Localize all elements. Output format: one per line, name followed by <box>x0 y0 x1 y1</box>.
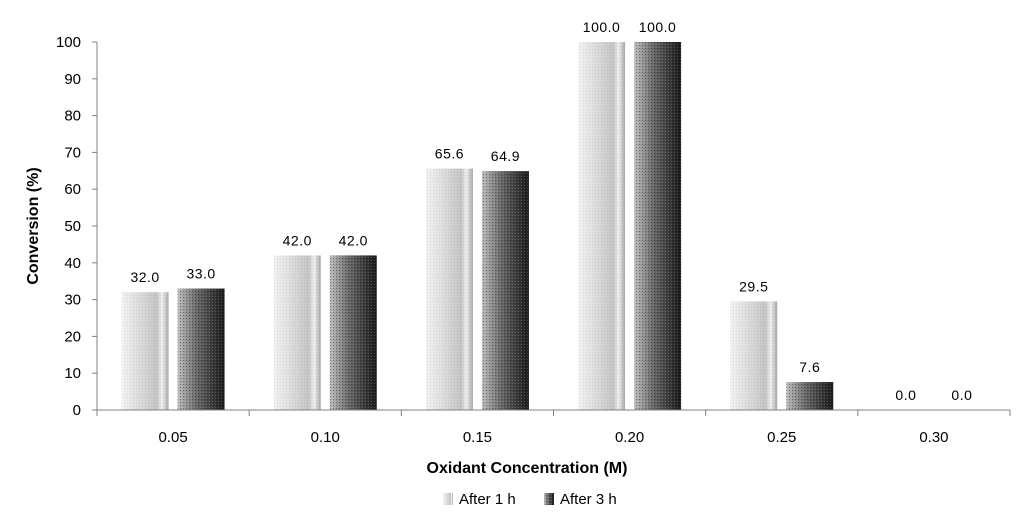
x-tick-label: 0.15 <box>463 429 492 446</box>
y-tick-label: 60 <box>64 181 81 198</box>
data-label-series-1: 29.5 <box>739 278 768 294</box>
legend-item-series-1: After 1 h <box>443 491 516 508</box>
x-tick-label: 0.20 <box>615 429 644 446</box>
x-axis-title: Oxidant Concentration (M) <box>427 460 628 477</box>
data-label-series-1: 42.0 <box>283 232 312 248</box>
y-axis-title: Conversion (%) <box>25 167 42 284</box>
y-tick-label: 40 <box>64 255 81 272</box>
y-tick-label: 10 <box>64 365 81 382</box>
data-label-series-2: 0.0 <box>951 387 972 403</box>
legend-label-series-1: After 1 h <box>459 491 516 508</box>
y-tick-label: 50 <box>64 218 81 235</box>
y-tick-label: 80 <box>64 108 81 125</box>
legend-item-series-2: After 3 h <box>544 491 617 508</box>
y-tick-label: 30 <box>64 292 81 309</box>
x-axis-ticks: 0.05 0.10 0.15 0.20 0.25 0.30 <box>96 410 1011 446</box>
legend: After 1 h After 3 h <box>443 491 617 508</box>
y-tick-label: 100 <box>56 34 81 51</box>
x-tick-label: 0.10 <box>311 429 340 446</box>
bars <box>121 42 834 410</box>
data-label-series-1: 65.6 <box>435 146 464 162</box>
data-labels: 32.0 42.0 65.6 100.0 29.5 0.0 33.0 42.0 64.9 100.… <box>130 19 972 403</box>
data-label-series-1: 32.0 <box>130 269 159 285</box>
legend-swatch-series-1 <box>443 493 453 505</box>
legend-label-series-2: After 3 h <box>560 491 617 508</box>
y-tick-label: 90 <box>64 71 81 88</box>
data-label-series-1: 0.0 <box>895 387 916 403</box>
data-label-series-2: 64.9 <box>491 148 520 164</box>
data-label-series-2: 100.0 <box>639 19 677 35</box>
data-label-series-1: 100.0 <box>583 19 621 35</box>
data-label-series-2: 7.6 <box>799 359 820 375</box>
y-tick-label: 0 <box>73 402 81 419</box>
y-tick-label: 20 <box>64 328 81 345</box>
x-tick-label: 0.30 <box>919 429 948 446</box>
y-tick-label: 70 <box>64 144 81 161</box>
x-tick-label: 0.05 <box>158 429 187 446</box>
data-label-series-2: 33.0 <box>186 266 215 282</box>
y-axis-ticks: 0 10 20 30 40 50 60 70 80 90 100 <box>56 34 97 419</box>
data-label-series-2: 42.0 <box>339 232 368 248</box>
x-tick-label: 0.25 <box>767 429 796 446</box>
